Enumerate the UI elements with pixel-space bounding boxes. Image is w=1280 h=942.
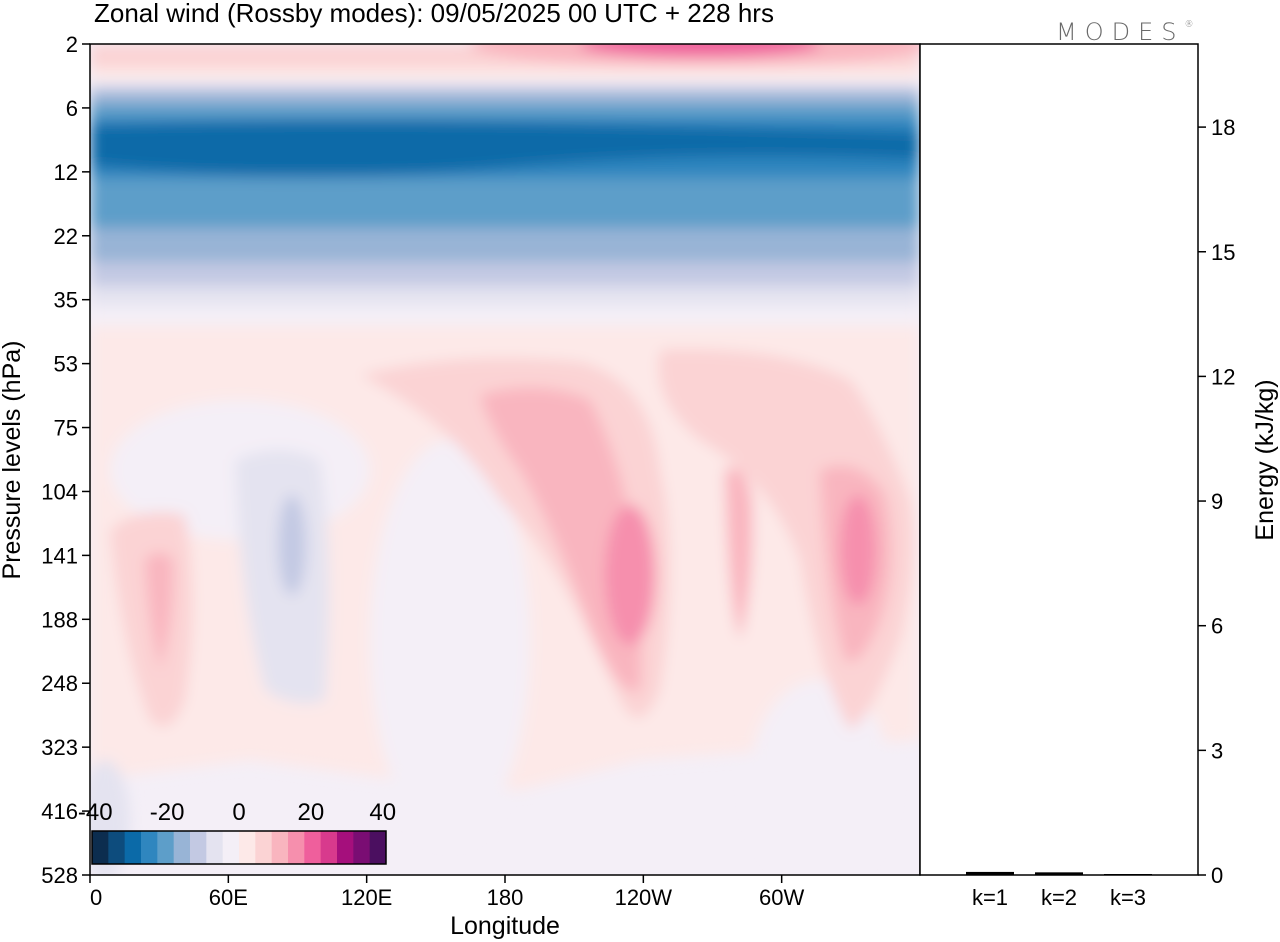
- y-tick-label: 104: [41, 479, 78, 504]
- energy-category-label: k=2: [1041, 885, 1077, 910]
- energy-tick-label: 15: [1211, 240, 1235, 265]
- y-tick-label: 12: [54, 160, 78, 185]
- y-tick-label: 6: [66, 96, 78, 121]
- jet-mid-a: [480, 387, 642, 692]
- energy-bars: [966, 871, 1152, 875]
- y-tick-label: 53: [54, 352, 78, 377]
- band-blue-1: [90, 86, 920, 94]
- colorbar-tick-label: 40: [369, 799, 396, 826]
- energy-category-labels: k=1 k=2 k=3: [972, 885, 1146, 910]
- band-blue-5: [90, 178, 920, 228]
- colorbar-swatch: [124, 831, 142, 864]
- band-blue-7: [90, 262, 920, 286]
- energy-bar: [966, 871, 1014, 875]
- colorbar-tick-label: -20: [150, 799, 185, 826]
- colorbar-swatch: [304, 831, 322, 864]
- energy-tick-label: 18: [1211, 115, 1235, 140]
- jet-mid-d: [145, 552, 174, 670]
- logo-mark: ®: [1184, 20, 1194, 30]
- y-tick-label: 248: [41, 671, 78, 696]
- colorbar-tick-label: 0: [232, 799, 245, 826]
- energy-category-label: k=3: [1110, 885, 1146, 910]
- y-tick-label: 35: [54, 288, 78, 313]
- y-tick-label: 141: [41, 543, 78, 568]
- x-tick-label: 60E: [209, 885, 248, 910]
- energy-tick-label: 9: [1211, 489, 1223, 514]
- energy-axis-ticks: 0 3 6 9 12 15 18: [1198, 115, 1235, 888]
- x-axis-ticks: 0 60E 120E 180 120W 60W: [89, 875, 805, 910]
- colorbar-swatch: [288, 831, 305, 864]
- colorbar-swatch: [173, 831, 191, 864]
- colorbar-swatch: [255, 831, 273, 864]
- y-tick-label: 416: [41, 799, 78, 824]
- x-tick-label: 0: [90, 885, 102, 910]
- neg-core: [278, 495, 306, 595]
- energy-bar: [1104, 874, 1152, 875]
- lav-region-2: [370, 440, 530, 840]
- y-tick-label: 323: [41, 735, 78, 760]
- energy-axis-label: Energy (kJ/kg): [1251, 379, 1279, 540]
- heatmap-field: [90, 44, 920, 875]
- lav-region-3: [750, 680, 890, 875]
- colorbar-swatch: [222, 831, 240, 864]
- y-tick-label: 528: [41, 863, 78, 888]
- y-axis-label: Pressure levels (hPa): [0, 341, 26, 580]
- band-blue-8: [90, 286, 920, 306]
- blob-magenta-top: [580, 44, 820, 56]
- colorbar-swatch: [353, 831, 371, 864]
- chart-title: Zonal wind (Rossby modes): 09/05/2025 00…: [94, 0, 774, 28]
- colorbar-ticks: -40 -20 0 20 40: [78, 799, 396, 826]
- x-tick-label: 120E: [341, 885, 392, 910]
- colorbar-swatch: [369, 831, 387, 864]
- modes-logo: MODES®: [1056, 18, 1193, 46]
- band-blue-9: [90, 306, 920, 326]
- core-magenta-b: [840, 495, 876, 605]
- colorbar-swatch: [206, 831, 224, 864]
- x-tick-label: 180: [487, 885, 524, 910]
- colorbar-swatch: [157, 831, 175, 864]
- band-blue-2: [90, 94, 920, 104]
- energy-bar: [1035, 872, 1083, 875]
- y-tick-label: 22: [54, 224, 78, 249]
- energy-tick-label: 0: [1211, 863, 1223, 888]
- energy-tick-label: 12: [1211, 364, 1235, 389]
- energy-tick-label: 3: [1211, 738, 1223, 763]
- colorbar-tick-label: 20: [298, 799, 325, 826]
- colorbar: [91, 830, 387, 865]
- core-magenta-a: [605, 505, 655, 645]
- colorbar-swatch: [92, 831, 109, 864]
- x-axis-label: Longitude: [450, 912, 560, 940]
- y-axis-ticks: 2 6 12 22 35 53 75 104 141 188 248 323 416 528: [41, 32, 90, 888]
- colorbar-frame: [91, 830, 387, 865]
- band-blue-6: [90, 228, 920, 262]
- colorbar-swatch: [239, 831, 256, 864]
- x-tick-label: 120W: [615, 885, 673, 910]
- y-tick-label: 75: [54, 416, 78, 441]
- colorbar-swatch: [337, 831, 354, 864]
- colorbar-swatch: [108, 831, 126, 864]
- colorbar-swatch: [141, 831, 158, 864]
- logo-text: MODES: [1056, 18, 1185, 46]
- energy-category-label: k=1: [972, 885, 1008, 910]
- colorbar-swatch: [271, 831, 289, 864]
- band-light-pink: [90, 68, 920, 80]
- x-tick-label: 60W: [759, 885, 804, 910]
- y-tick-label: 2: [66, 32, 78, 57]
- band-blue-3: [90, 104, 920, 118]
- y-tick-label: 188: [41, 607, 78, 632]
- energy-tick-label: 6: [1211, 614, 1223, 639]
- heatmap-contours: [90, 44, 920, 875]
- energy-panel-frame: [919, 43, 1199, 876]
- colorbar-swatch: [320, 831, 338, 864]
- colorbar-swatch: [190, 831, 207, 864]
- band-blue-core: [90, 120, 920, 177]
- jet-mid-c: [725, 468, 753, 640]
- colorbar-tick-label: -40: [78, 799, 113, 826]
